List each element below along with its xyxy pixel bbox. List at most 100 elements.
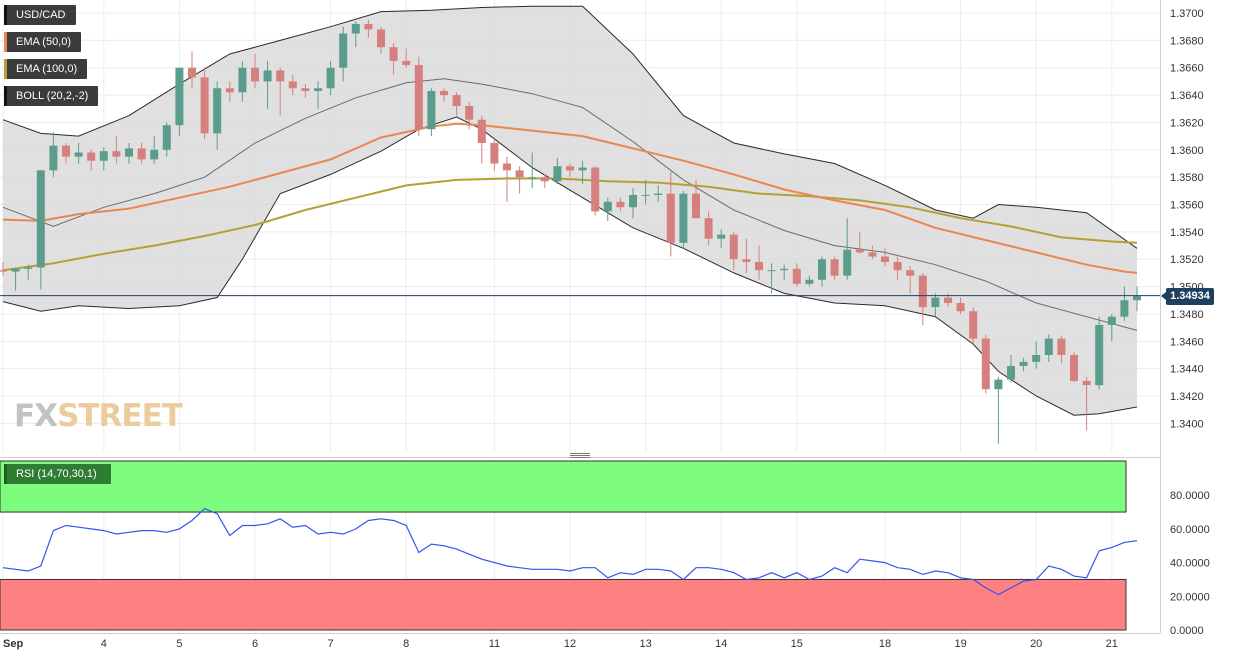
candle[interactable] <box>540 174 549 189</box>
candle[interactable] <box>1044 334 1053 362</box>
candle[interactable] <box>288 74 297 96</box>
candle[interactable] <box>830 256 839 280</box>
candle[interactable] <box>780 264 789 280</box>
candle[interactable] <box>0 261 7 276</box>
candle[interactable] <box>603 197 612 221</box>
candle[interactable] <box>125 142 133 164</box>
candle[interactable] <box>1082 376 1091 431</box>
candle[interactable] <box>629 188 637 219</box>
candle[interactable] <box>528 152 537 189</box>
candle[interactable] <box>251 54 259 89</box>
candle[interactable] <box>490 138 499 171</box>
candle[interactable] <box>36 170 45 290</box>
candle[interactable] <box>440 88 448 102</box>
candle[interactable] <box>679 190 688 249</box>
candle[interactable] <box>427 88 436 137</box>
candle[interactable] <box>566 163 574 178</box>
legend-ema100[interactable]: EMA (100,0) <box>4 59 88 79</box>
candle[interactable] <box>515 166 524 194</box>
legend-boll[interactable]: BOLL (20,2,-2) <box>4 86 99 106</box>
time-tick-label: 7 <box>328 638 334 650</box>
candle[interactable] <box>729 231 738 271</box>
candle[interactable] <box>1007 355 1015 383</box>
candle[interactable] <box>49 132 58 178</box>
candle[interactable] <box>616 197 625 212</box>
candle[interactable] <box>969 307 978 345</box>
candle[interactable] <box>742 238 751 273</box>
candle[interactable] <box>24 264 33 280</box>
candle[interactable] <box>364 19 373 38</box>
candle[interactable] <box>767 263 776 294</box>
candle[interactable] <box>855 231 864 254</box>
candle[interactable] <box>351 21 360 48</box>
legend-symbol[interactable]: USD/CAD <box>4 5 76 25</box>
candle[interactable] <box>755 245 763 280</box>
candle[interactable] <box>188 51 196 89</box>
candle[interactable] <box>87 149 96 171</box>
candle[interactable] <box>843 218 852 280</box>
candle[interactable] <box>1057 335 1066 364</box>
candle[interactable] <box>263 60 272 109</box>
candle[interactable] <box>137 142 146 164</box>
candle[interactable] <box>477 115 486 164</box>
candle[interactable] <box>301 84 310 98</box>
candle[interactable] <box>402 48 411 68</box>
candle[interactable] <box>62 142 70 164</box>
candle[interactable] <box>389 43 398 75</box>
candle[interactable] <box>1019 357 1028 372</box>
candle[interactable] <box>792 263 801 287</box>
candle[interactable] <box>339 26 348 82</box>
candle[interactable] <box>578 160 587 184</box>
candle[interactable] <box>805 275 814 287</box>
candle[interactable] <box>931 293 940 317</box>
candle[interactable] <box>641 179 650 205</box>
pane-resize-handle[interactable] <box>570 452 590 458</box>
candle[interactable] <box>704 211 713 246</box>
candle[interactable] <box>994 376 1003 444</box>
price-tick-label: 1.3440 <box>1170 364 1204 376</box>
candle[interactable] <box>1070 352 1078 383</box>
candle[interactable] <box>1120 286 1129 321</box>
candle[interactable] <box>503 156 511 202</box>
candle[interactable] <box>452 92 461 116</box>
candle[interactable] <box>238 60 247 102</box>
candle[interactable] <box>1032 341 1041 369</box>
candle[interactable] <box>377 26 385 55</box>
candle[interactable] <box>213 81 222 150</box>
candle[interactable] <box>150 136 159 164</box>
candle[interactable] <box>11 267 20 291</box>
candle[interactable] <box>818 256 826 287</box>
candle[interactable] <box>200 67 209 139</box>
candle[interactable] <box>881 248 889 267</box>
candle[interactable] <box>981 334 990 394</box>
legend-ema50[interactable]: EMA (50,0) <box>4 32 82 52</box>
candle[interactable] <box>175 67 184 137</box>
candle[interactable] <box>553 158 562 184</box>
candle[interactable] <box>591 166 600 216</box>
candle[interactable] <box>956 297 965 314</box>
candle[interactable] <box>414 56 423 137</box>
candle[interactable] <box>162 122 171 157</box>
candle[interactable] <box>1107 313 1116 342</box>
candle[interactable] <box>326 60 335 96</box>
candle[interactable] <box>74 142 83 164</box>
candle[interactable] <box>692 179 700 219</box>
candle[interactable] <box>868 245 877 260</box>
candle[interactable] <box>906 266 915 294</box>
candle[interactable] <box>1095 316 1104 390</box>
candle[interactable] <box>918 272 927 325</box>
candle[interactable] <box>893 256 902 280</box>
candle[interactable] <box>666 171 675 257</box>
candle[interactable] <box>465 101 474 130</box>
candle[interactable] <box>112 136 121 164</box>
candle[interactable] <box>99 147 108 171</box>
legend-swatch <box>4 32 7 52</box>
price-tick-label: 1.3540 <box>1170 227 1204 239</box>
candle[interactable] <box>654 185 663 202</box>
candle[interactable] <box>276 67 285 116</box>
candle[interactable] <box>225 81 234 102</box>
candle[interactable] <box>717 229 726 249</box>
legend-rsi[interactable]: RSI (14,70,30,1) <box>4 464 111 484</box>
candle[interactable] <box>1133 286 1141 312</box>
candle[interactable] <box>314 81 322 109</box>
